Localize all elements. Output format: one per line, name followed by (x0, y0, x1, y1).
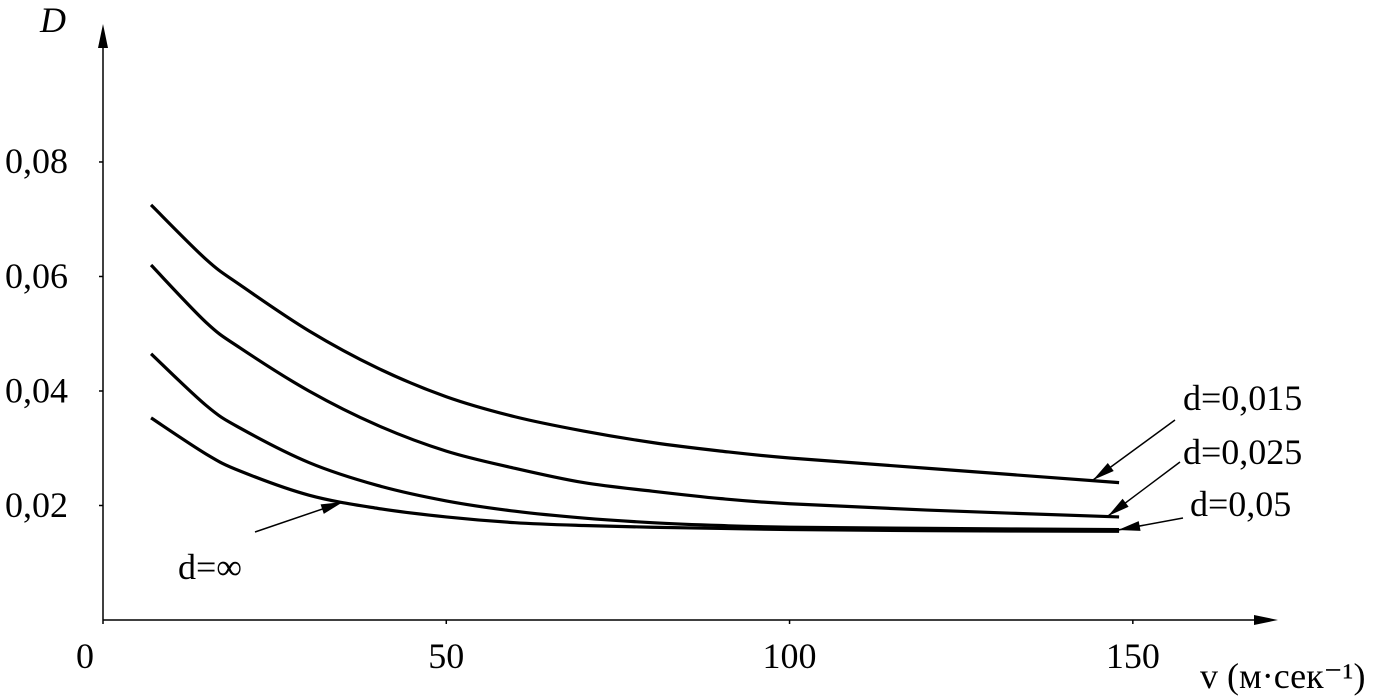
label-arrow-head (320, 502, 343, 514)
line-series (149, 203, 1120, 485)
y-axis-arrow (98, 24, 108, 48)
y-tick-label: 0,08 (5, 141, 68, 181)
y-tick-label: 0,06 (5, 256, 68, 296)
y-tick-label: 0,04 (5, 370, 68, 410)
label-arrow-head (1093, 462, 1114, 480)
x-axis-label: v (м·сек⁻¹) (1200, 656, 1365, 696)
x-tick-label: 50 (428, 636, 464, 676)
series-label: d=∞ (178, 547, 242, 587)
y-axis-label: D (39, 0, 66, 40)
line-series (149, 263, 1120, 519)
x-axis-arrow (1254, 615, 1278, 625)
series-label: d=0,05 (1190, 484, 1291, 524)
series-label: d=0,025 (1183, 432, 1302, 472)
label-arrow-head (1108, 498, 1129, 516)
line-series (149, 352, 1120, 532)
x-tick-label: 0 (76, 636, 94, 676)
line-series (150, 416, 1120, 533)
x-tick-label: 150 (1106, 636, 1160, 676)
y-tick-label: 0,02 (5, 485, 68, 525)
series-label: d=0,015 (1183, 378, 1302, 418)
label-arrow-head (1118, 521, 1141, 531)
x-tick-label: 100 (763, 636, 817, 676)
